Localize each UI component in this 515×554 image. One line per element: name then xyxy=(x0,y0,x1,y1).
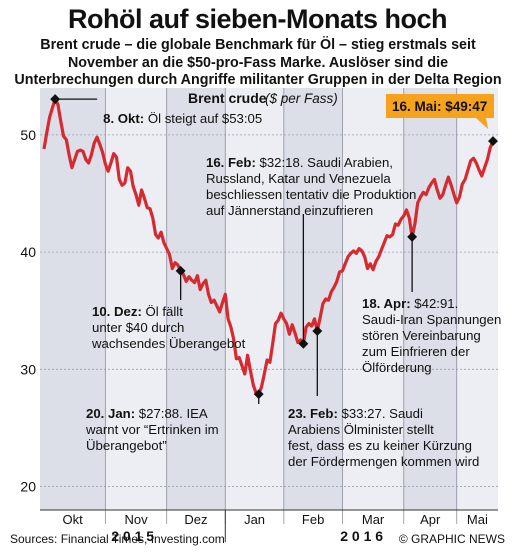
annotation-text: 20. Jan: $27:88. IEA warnt vor “Ertrinken… xyxy=(85,406,219,453)
annotation-text: 18. Apr: $42:91. Saudi-Iran Spannungen stö… xyxy=(362,296,501,375)
series-line xyxy=(42,97,495,396)
page-title: Rohöl auf sieben-Monats hoch xyxy=(67,4,448,34)
x-axis: Okt Nov Dez Jan Feb Mar Apr Mai 2 0 1 5 2 0 1 6 xyxy=(63,510,488,544)
x-tick-label: Nov xyxy=(124,512,148,527)
year-label: 2 0 1 6 xyxy=(340,528,383,544)
month-band xyxy=(456,88,498,510)
x-tick-label: Dez xyxy=(184,512,207,527)
source-note: Sources: Financial Times, Investing.com xyxy=(10,532,225,546)
annotation-text: 23. Feb: $33:27. Saudi Arabiens Ölministe… xyxy=(288,406,479,469)
annotation-text: 10. Dez: Öl fällt unter $40 durch wachsend… xyxy=(91,304,246,351)
x-tick-label: Jan xyxy=(244,512,265,527)
year-label: 2 0 1 5 xyxy=(111,528,154,544)
annotations: 8. Okt: Öl steigt auf $53:05 10. Dez: Öl … xyxy=(50,94,501,469)
credit-note: © GRAPHIC NEWS xyxy=(398,532,505,546)
chart-header: Brent crude ($ per Fass) xyxy=(188,90,338,106)
chart-unit-label: ($ per Fass) xyxy=(265,91,338,106)
callout-box xyxy=(386,94,494,129)
callout-text: 16. Mai: $49:47 xyxy=(392,99,487,114)
month-band xyxy=(225,88,284,510)
x-tick-label: Apr xyxy=(420,512,441,527)
annotation-text: 8. Okt: Öl steigt auf $53:05 xyxy=(103,111,262,126)
annotation-text: 16. Feb: $32:18. Saudi Arabien, Russland,… xyxy=(206,155,416,218)
y-tick-label: 50 xyxy=(20,127,36,143)
x-tick-label: Mar xyxy=(362,512,385,527)
month-band xyxy=(342,88,404,510)
y-tick-label: 30 xyxy=(20,361,36,377)
x-tick-label: Okt xyxy=(63,512,84,527)
series-layer xyxy=(42,97,495,396)
y-tick-label: 20 xyxy=(20,479,36,495)
y-tick-label: 40 xyxy=(20,244,36,260)
y-axis: 20 30 40 50 xyxy=(20,127,36,495)
x-tick-label: Mai xyxy=(467,512,488,527)
chart-title: Brent crude xyxy=(188,90,267,106)
x-tick-label: Feb xyxy=(302,512,324,527)
page-subtitle: Brent crude – die globale Benchmark für … xyxy=(14,37,502,106)
data-marker xyxy=(488,136,498,147)
